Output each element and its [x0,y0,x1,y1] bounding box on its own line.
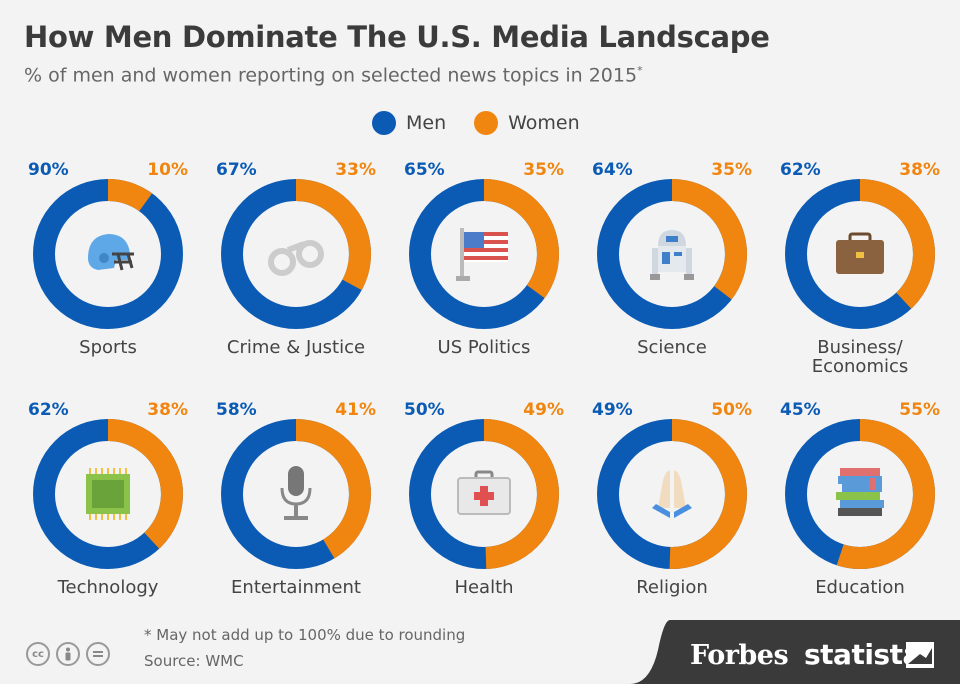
donut-panel: 62% 38% Technology [14,400,202,630]
men-value-label: 64% [592,160,633,180]
men-value-label: 67% [216,160,257,180]
legend: Men Women [372,110,580,136]
footnote: * May not add up to 100% due to rounding [144,626,466,644]
briefcase-icon [836,232,884,274]
women-value-label: 55% [899,400,940,420]
donut-chart [785,419,935,569]
donut-panel: 45% 55% Education [766,400,954,630]
donut-chart [33,179,183,329]
donut-chart [409,419,559,569]
donut-panel: 50% 49% Health [390,400,578,630]
topic-label: Crime & Justice [226,337,366,358]
men-value-label: 62% [780,160,821,180]
women-segment [409,179,559,329]
creative-commons-icon: cc [26,642,50,666]
women-value-label: 49% [523,400,564,420]
brand-banner [630,620,960,684]
subtitle-asterisk: * [637,64,643,77]
women-value-label: 50% [711,400,752,420]
forbes-logo[interactable]: Forbes [690,640,789,671]
topic-label: Religion [636,577,708,598]
topic-label: Education [815,577,905,598]
women-value-label: 33% [335,160,376,180]
praying-hands-icon [652,470,692,518]
license-icons: cc [26,642,110,666]
legend-item-men: Men [372,111,446,135]
statista-mark-icon [906,642,934,668]
books-icon [836,468,884,516]
topic-label: Health [454,577,514,598]
attribution-icon [56,642,80,666]
donut-panel: 90% 10% Sports [14,160,202,390]
women-segment [785,179,935,329]
no-derivatives-icon [86,642,110,666]
donut-chart [221,179,371,329]
women-segment [221,179,371,329]
legend-label-women: Women [508,112,580,134]
robot-icon [650,230,694,280]
legend-swatch-women [474,111,499,135]
topic-label: US Politics [437,337,531,358]
men-value-label: 65% [404,160,445,180]
women-segment [409,419,559,569]
men-value-label: 49% [592,400,633,420]
topic-label: Business/ Economics [811,337,909,377]
football-helmet-icon [88,234,134,271]
us-flag-icon [456,228,508,281]
donut-chart [33,419,183,569]
donut-chart [409,179,559,329]
legend-label-men: Men [406,112,447,134]
chart-title: How Men Dominate The U.S. Media Landscap… [24,20,770,54]
subtitle-text: % of men and women reporting on selected… [24,64,638,87]
women-value-label: 10% [147,160,188,180]
women-segment [33,419,183,569]
donut-panel: 65% 35% US Politics [390,160,578,390]
women-segment [785,419,935,569]
women-segment [597,179,747,329]
donut-chart [221,419,371,569]
topic-label: Entertainment [231,577,361,598]
statista-logo[interactable]: statista [804,638,921,671]
microchip-icon [86,468,130,520]
donut-panel: 67% 33% Crime & Justice [202,160,390,390]
men-value-label: 50% [404,400,445,420]
women-value-label: 41% [335,400,376,420]
topic-label: Sports [79,337,137,358]
topic-label: Technology [57,577,159,598]
donut-panel: 58% 41% Entertainment [202,400,390,630]
women-value-label: 35% [523,160,564,180]
donut-chart [785,179,935,329]
donut-panel: 64% 35% Science [578,160,766,390]
men-value-label: 90% [28,160,69,180]
first-aid-kit-icon [457,470,511,515]
legend-swatch-men [372,111,396,135]
donut-chart [597,179,747,329]
donut-panel: 49% 50% Religion [578,400,766,630]
women-value-label: 35% [711,160,752,180]
women-value-label: 38% [147,400,188,420]
women-segment [597,419,747,569]
men-value-label: 45% [780,400,821,420]
men-value-label: 58% [216,400,257,420]
donut-panel: 62% 38% Business/ Economics [766,160,954,390]
women-segment [33,179,183,329]
donut-chart [597,419,747,569]
microphone-icon [280,466,312,520]
legend-item-women: Women [474,111,580,135]
chart-subtitle: % of men and women reporting on selected… [24,64,643,86]
topic-label: Science [637,337,707,358]
women-value-label: 38% [899,160,940,180]
source: Source: WMC [144,652,244,670]
handcuffs-icon [268,240,324,276]
women-segment [221,419,371,569]
men-value-label: 62% [28,400,69,420]
